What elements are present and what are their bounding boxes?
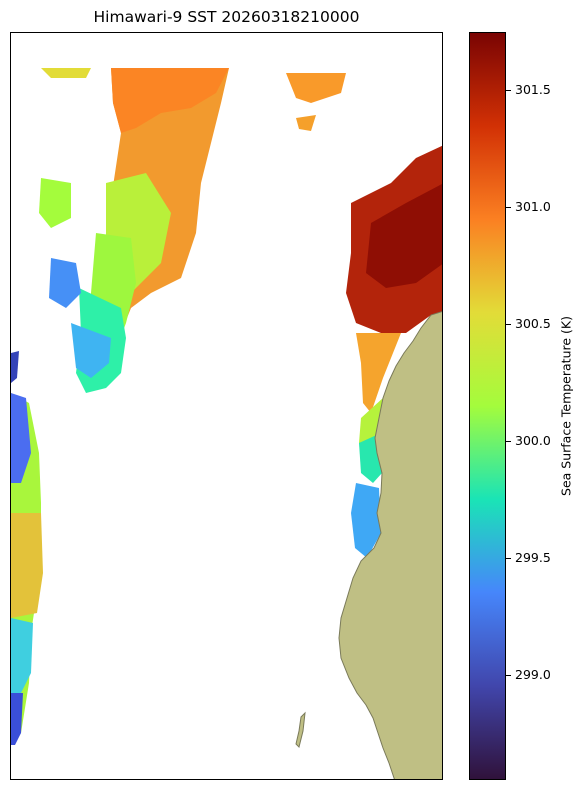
map-title: Himawari-9 SST 20260318210000: [93, 8, 360, 26]
sst-patch: [39, 178, 71, 228]
land-mainland: [338, 311, 442, 779]
sst-patch: [351, 483, 381, 558]
colorbar-tick-label: 301.5: [515, 82, 551, 98]
sst-patch: [11, 351, 19, 383]
sst-patch: [41, 68, 91, 78]
sst-patch: [11, 513, 43, 618]
sst-map-canvas: [11, 68, 442, 779]
colorbar-tick: [506, 557, 511, 559]
sst-patch: [366, 184, 442, 288]
colorbar-tick: [506, 441, 511, 443]
colorbar-label: Sea Surface Temperature (K): [558, 316, 574, 496]
colorbar-tick-label: 300.0: [515, 433, 551, 449]
sst-patch: [286, 73, 346, 103]
sst-patch: [111, 68, 229, 133]
sst-map: [10, 32, 443, 780]
colorbar-tick-label: 300.5: [515, 316, 551, 332]
colorbar-tick-label: 301.0: [515, 199, 551, 215]
sst-patch: [49, 258, 81, 308]
colorbar-tick: [506, 90, 511, 92]
colorbar-tick: [506, 207, 511, 209]
colorbar-tick-label: 299.0: [515, 666, 551, 682]
sst-patch: [71, 323, 111, 378]
colorbar-tick: [506, 324, 511, 326]
sst-patch: [356, 333, 401, 413]
sst-patch: [296, 115, 316, 131]
sst-patch: [11, 618, 33, 693]
sst-patch: [11, 393, 31, 483]
colorbar-tick: [506, 674, 511, 676]
sst-patch: [11, 693, 23, 745]
sst-field: [11, 68, 442, 745]
colorbar: [469, 32, 506, 780]
colorbar-tick-label: 299.5: [515, 549, 551, 565]
land-island: [295, 711, 306, 748]
